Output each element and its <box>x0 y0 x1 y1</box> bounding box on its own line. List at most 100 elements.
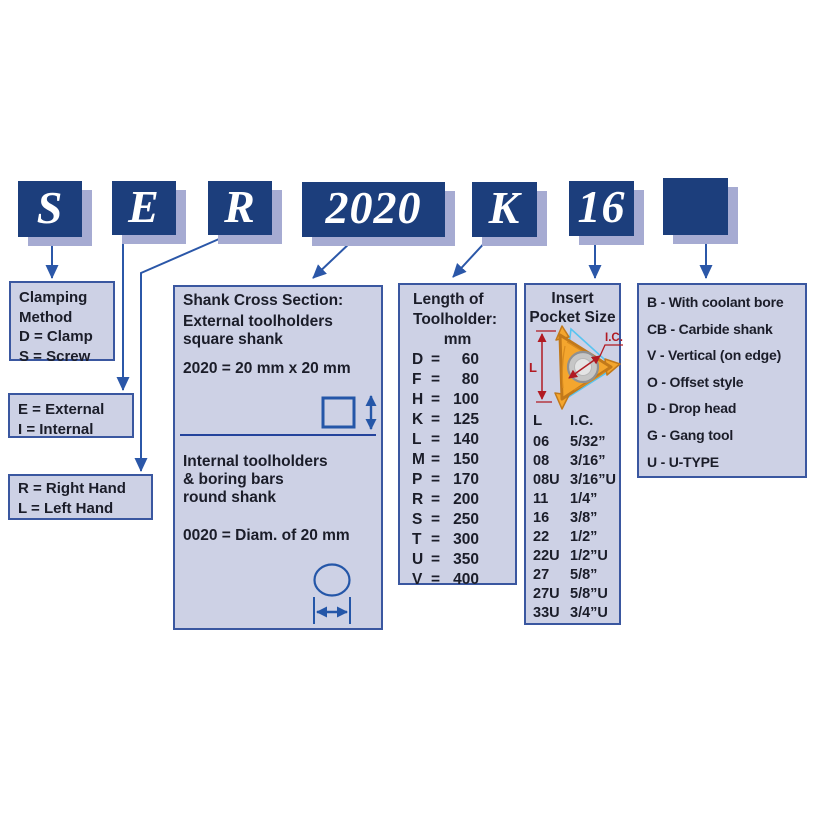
suffix-option: U - U-TYPE <box>647 453 719 470</box>
code-number-16: 16 <box>577 181 626 232</box>
insert-table-row: 11 1/4” <box>526 490 619 509</box>
code-letter-e: E <box>128 180 160 232</box>
length-value: 200 <box>453 491 479 508</box>
threading-insert-illustration: L I.C. <box>529 325 623 410</box>
clamping-line: S = Screw <box>19 347 91 365</box>
shank-panel-divider <box>180 434 376 436</box>
insert-ic-value: 3/16”U <box>570 472 616 488</box>
shank-internal-desc-line: round shank <box>183 489 277 506</box>
length-value: 80 <box>461 371 479 388</box>
arrow-2020-to-shank <box>312 240 353 279</box>
code-box-suffix-blank <box>663 178 728 235</box>
length-value: 60 <box>461 351 479 368</box>
hand-line: R = Right Hand <box>18 480 126 497</box>
length-letter: F <box>412 371 422 388</box>
code-letter-k: K <box>488 182 521 233</box>
dim-ic-leader <box>599 344 623 357</box>
length-row: T = 300 <box>400 530 515 550</box>
length-row: D = 60 <box>400 350 515 370</box>
square-shank-icon <box>321 395 377 430</box>
code-letter-r: R <box>224 180 256 232</box>
insert-table-row: 22 1/2” <box>526 528 619 547</box>
insert-table-header: L I.C. <box>526 411 619 433</box>
insert-ic-value: 1/2” <box>570 529 598 545</box>
length-row: K = 125 <box>400 410 515 430</box>
insert-table-row: 08U 3/16”U <box>526 471 619 490</box>
insert-table-row: 27U 5/8”U <box>526 585 619 604</box>
length-value: 140 <box>453 431 479 448</box>
insert-l-value: 08U <box>533 472 560 488</box>
equals-sign: = <box>431 451 441 468</box>
length-letter: L <box>412 431 422 448</box>
insert-title-line: Pocket Size <box>529 309 616 326</box>
shank-external-desc-line: square shank <box>183 330 283 348</box>
clamping-line: Method <box>19 308 73 326</box>
insert-l-value: 11 <box>533 491 549 507</box>
length-row: L = 140 <box>400 430 515 450</box>
code-letter-s: S <box>36 181 64 233</box>
insert-ic-value: 5/8”U <box>570 586 608 602</box>
length-value: 400 <box>453 571 479 588</box>
shank-internal-desc-line: & boring bars <box>183 471 284 488</box>
shank-external-desc-line: External toolholders <box>183 313 333 330</box>
insert-l-value: 06 <box>533 434 550 450</box>
length-title-line: Length of <box>413 291 484 308</box>
insert-ic-value: 3/8” <box>570 510 598 526</box>
length-value: 100 <box>453 391 479 408</box>
length-value: 250 <box>453 511 479 528</box>
length-letter: K <box>412 411 424 428</box>
code-number-2020: 2020 <box>325 182 422 233</box>
shank-internal-code: 0020 = Diam. of 20 mm <box>183 527 350 544</box>
length-letter: D <box>412 351 424 368</box>
shank-internal-desc-line: Internal toolholders <box>183 453 328 470</box>
insert-table-row: 06 5/32” <box>526 433 619 452</box>
suffix-option: O - Offset style <box>647 373 744 390</box>
insert-ic-value: 5/32” <box>570 434 606 450</box>
insert-table-row: 08 3/16” <box>526 452 619 471</box>
insert-ic-value: 3/16” <box>570 453 606 469</box>
suffix-option: B - With coolant bore <box>647 294 784 310</box>
equals-sign: = <box>431 351 441 368</box>
length-row: M = 150 <box>400 450 515 470</box>
equals-sign: = <box>431 571 441 588</box>
insert-pocket-size-panel: Insert Pocket Size L <box>524 283 623 625</box>
shank-title: Shank Cross Section: <box>183 292 344 309</box>
ei-line: I = Internal <box>18 420 94 438</box>
dim-ic-arrow <box>568 355 601 379</box>
length-row: U = 350 <box>400 550 515 570</box>
equals-sign: = <box>431 411 441 428</box>
equals-sign: = <box>431 471 441 488</box>
length-letter: R <box>412 491 424 508</box>
equals-sign: = <box>431 551 441 568</box>
length-row: V = 400 <box>400 570 515 590</box>
length-panel: Length of Toolholder: mm D = 60 F = 80 H = 100… <box>398 283 517 588</box>
length-value: 300 <box>453 531 479 548</box>
equals-sign: = <box>431 531 441 548</box>
length-value: 170 <box>453 471 479 488</box>
suffix-option: G - Gang tool <box>647 426 734 443</box>
length-title-line: Toolholder: <box>413 311 498 328</box>
hand-line: L = Left Hand <box>18 500 114 517</box>
equals-sign: = <box>431 371 441 388</box>
code-box-length: K <box>472 182 537 237</box>
equals-sign: = <box>431 391 441 408</box>
clamping-line: Clamping <box>19 289 88 306</box>
insert-l-value: 27 <box>533 567 550 583</box>
insert-l-value: 33U <box>533 605 560 621</box>
equals-sign: = <box>431 491 441 508</box>
length-letter: V <box>412 571 423 588</box>
clamping-line: D = Clamp <box>19 328 93 345</box>
insert-table-row: 27 5/8” <box>526 566 619 585</box>
length-row: F = 80 <box>400 370 515 390</box>
insert-ic-value: 3/4”U <box>570 605 608 621</box>
code-box-hand: R <box>208 181 272 235</box>
dim-l-label: L <box>529 360 537 375</box>
length-value: 125 <box>453 411 479 428</box>
length-letter: H <box>412 391 424 408</box>
suffix-option: CB - Carbide shank <box>647 320 773 337</box>
insert-table-row: 22U 1/2”U <box>526 547 619 566</box>
insert-ic-value: 5/8” <box>570 567 598 583</box>
length-value: 150 <box>453 451 479 468</box>
hand-panel: R = Right Hand L = Left Hand <box>8 474 153 520</box>
external-internal-panel: E = External I = Internal <box>8 393 134 438</box>
